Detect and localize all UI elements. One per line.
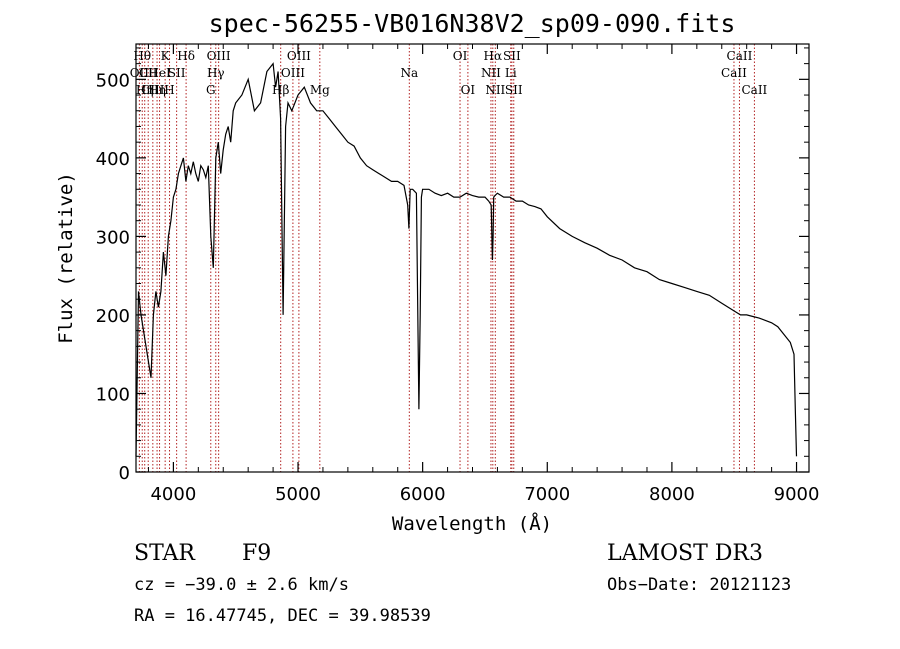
x-tick-label-2: 6000 bbox=[400, 484, 446, 505]
plot-frame bbox=[135, 43, 810, 473]
line-mark-label-3: CII bbox=[139, 66, 158, 80]
line-mark-label-20: OI bbox=[461, 83, 476, 97]
x-tick-label-1: 5000 bbox=[275, 484, 321, 505]
y-tick-label-0: 0 bbox=[119, 463, 130, 484]
y-axis-ticks: 0 100 200 300 400 500 bbox=[96, 47, 809, 484]
line-mark-label-11: G bbox=[206, 83, 216, 97]
line-mark-label-23: NII bbox=[485, 83, 505, 97]
line-mark-label-22: Hα bbox=[484, 49, 503, 63]
line-mark-label-27: CaII bbox=[721, 66, 747, 80]
line-mark-label-0: OII bbox=[130, 66, 150, 80]
line-mark-label-13: OIII bbox=[207, 49, 231, 63]
line-mark-label-19: OI bbox=[453, 49, 468, 63]
line-mark-label-9: SII bbox=[168, 66, 186, 80]
cz-label: cz = −39.0 ± 2.6 km/s bbox=[134, 575, 349, 595]
line-mark-label-16: OIII bbox=[287, 49, 311, 63]
line-mark-label-12: Hγ bbox=[207, 66, 225, 80]
subclass-label: F9 bbox=[242, 541, 271, 566]
line-mark-label-5: Hη bbox=[148, 83, 166, 97]
y-tick-label-1: 100 bbox=[96, 384, 130, 405]
line-mark-label-1: Hθ bbox=[133, 49, 151, 63]
line-mark-label-17: Mg bbox=[310, 83, 330, 97]
coords-label: RA = 16.47745, DEC = 39.98539 bbox=[134, 606, 431, 626]
line-mark-label-15: OIII bbox=[281, 66, 305, 80]
line-mark-label-6: HeI bbox=[148, 66, 171, 80]
x-axis-ticks: 4000 5000 6000 7000 8000 9000 bbox=[147, 44, 820, 505]
line-mark-label-29: CaII bbox=[741, 83, 767, 97]
line-mark-label-2: Hη bbox=[136, 83, 154, 97]
line-mark-label-21: NII bbox=[481, 66, 501, 80]
survey-label: LAMOST DR3 bbox=[607, 541, 763, 566]
line-mark-label-18: Na bbox=[400, 66, 418, 80]
y-tick-label-5: 500 bbox=[96, 70, 130, 91]
y-axis-label: Flux (relative) bbox=[55, 172, 77, 344]
x-tick-label-0: 4000 bbox=[150, 484, 196, 505]
line-mark-label-14: Hβ bbox=[272, 83, 289, 97]
line-mark-label-4: CIII bbox=[141, 83, 165, 97]
x-tick-label-5: 9000 bbox=[774, 484, 820, 505]
x-tick-label-3: 7000 bbox=[524, 484, 570, 505]
chart-title: spec-56255-VB016N38V2_sp09-090.fits bbox=[209, 9, 736, 38]
x-axis-label: Wavelength (Å) bbox=[392, 512, 552, 535]
y-tick-label-2: 200 bbox=[96, 306, 130, 327]
line-mark-label-8: H bbox=[164, 83, 174, 97]
line-mark-label-26: SII bbox=[505, 83, 523, 97]
y-tick-label-4: 400 bbox=[96, 149, 130, 170]
line-mark-label-24: Li bbox=[505, 66, 517, 80]
spectrum-series-line bbox=[135, 62, 798, 457]
line-mark-label-7: K bbox=[161, 49, 171, 63]
x-tick-label-4: 8000 bbox=[649, 484, 695, 505]
y-tick-label-3: 300 bbox=[96, 227, 130, 248]
obs-date-label: Obs−Date: 20121123 bbox=[607, 575, 791, 595]
class-label: STAR bbox=[134, 541, 196, 566]
line-mark-label-10: Hδ bbox=[177, 49, 195, 63]
line-marks-layer bbox=[138, 44, 755, 472]
line-mark-label-25: SII bbox=[503, 49, 521, 63]
line-mark-label-28: CaII bbox=[727, 49, 753, 63]
